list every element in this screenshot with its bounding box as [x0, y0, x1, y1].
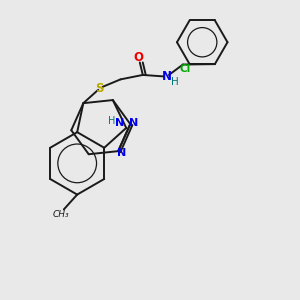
- Text: H: H: [108, 116, 115, 125]
- Text: Cl: Cl: [179, 64, 191, 74]
- Text: H: H: [171, 77, 179, 87]
- Text: N: N: [115, 118, 124, 128]
- Text: N: N: [162, 70, 172, 83]
- Text: O: O: [133, 51, 143, 64]
- Text: N: N: [117, 148, 126, 158]
- Text: CH₃: CH₃: [53, 210, 70, 219]
- Text: N: N: [129, 118, 138, 128]
- Text: S: S: [95, 82, 104, 95]
